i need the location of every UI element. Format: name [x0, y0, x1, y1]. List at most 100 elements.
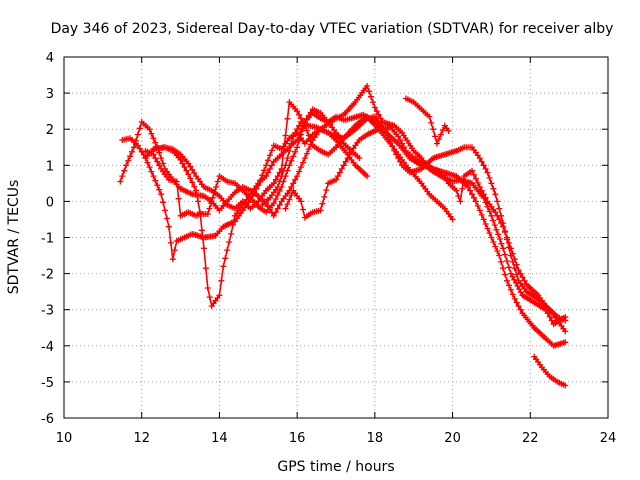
data-point [294, 108, 301, 115]
data-point [261, 167, 268, 174]
data-point [282, 162, 289, 169]
data-point [272, 209, 279, 216]
data-point [156, 186, 163, 193]
data-point [136, 125, 143, 132]
data-point [193, 187, 200, 194]
data-point [294, 144, 301, 151]
y-tick-label: -4 [41, 340, 54, 355]
data-point [204, 285, 211, 291]
data-point [478, 211, 485, 218]
data-point [491, 222, 498, 229]
data-point [150, 173, 157, 180]
series-track-7 [282, 124, 569, 324]
data-point [292, 148, 299, 155]
data-point [500, 265, 507, 272]
data-point [181, 164, 188, 171]
data-point [395, 133, 402, 140]
data-point [521, 277, 528, 284]
data-point [445, 128, 452, 135]
data-point [490, 185, 497, 192]
data-point [562, 339, 569, 346]
data-point [496, 216, 503, 223]
data-point [498, 220, 505, 227]
data-point [288, 192, 295, 199]
data-point [480, 162, 487, 169]
data-point [187, 163, 194, 170]
data-point [323, 187, 330, 194]
x-tick-label: 14 [211, 431, 228, 446]
data-point [123, 162, 130, 169]
data-point [220, 263, 227, 270]
data-point [496, 205, 503, 212]
data-point [317, 207, 324, 214]
x-tick-label: 10 [56, 431, 73, 446]
data-point [515, 303, 522, 310]
x-tick-label: 22 [522, 431, 539, 446]
data-point [340, 162, 347, 169]
data-point [183, 167, 190, 174]
data-point [486, 208, 493, 215]
data-point [513, 261, 520, 268]
data-point [272, 176, 279, 183]
data-point [288, 184, 295, 190]
data-point [492, 243, 499, 250]
data-point [224, 247, 231, 254]
data-point [457, 198, 464, 205]
data-point [179, 160, 186, 167]
data-point [375, 111, 382, 118]
data-point [496, 236, 503, 242]
data-point [218, 277, 225, 284]
data-point [346, 151, 353, 158]
data-point [148, 168, 155, 175]
data-point [511, 256, 518, 263]
data-point [482, 194, 489, 201]
data-point [189, 179, 196, 186]
data-point [298, 164, 304, 171]
data-point [276, 188, 283, 194]
data-point [206, 205, 213, 212]
data-point [519, 274, 526, 281]
data-point [492, 209, 499, 216]
y-tick-labels: -6 -5 -4 -3 -2 -1 0 1 2 3 4 [41, 51, 54, 427]
data-point [426, 113, 433, 120]
data-point [502, 229, 508, 236]
data-point [562, 328, 569, 335]
data-point [430, 126, 437, 133]
data-point [189, 166, 196, 173]
data-point [480, 191, 487, 198]
data-point [490, 239, 497, 245]
data-point [164, 215, 170, 222]
y-tick-label: -6 [41, 412, 54, 427]
data-point [185, 171, 192, 178]
data-point [439, 127, 446, 134]
series-track-9 [531, 353, 569, 389]
data-point [284, 115, 291, 122]
data-point [465, 184, 472, 190]
y-tick-label: -1 [41, 232, 54, 247]
data-point [513, 299, 520, 306]
data-point [298, 131, 304, 138]
data-point [500, 245, 507, 252]
x-tick-label: 12 [133, 431, 150, 446]
data-point [486, 174, 493, 181]
data-point [288, 140, 295, 147]
chart-title: Day 346 of 2023, Sidereal Day-to-day VTE… [51, 21, 614, 37]
data-point [301, 155, 308, 162]
data-point [274, 184, 281, 190]
data-point [156, 149, 163, 156]
data-point [338, 165, 345, 172]
data-point [344, 155, 351, 162]
data-point [282, 205, 289, 212]
data-point [294, 173, 301, 180]
data-point [472, 198, 479, 205]
data-series [117, 82, 569, 389]
data-point [276, 202, 283, 208]
data-point [167, 239, 174, 246]
data-point [300, 159, 306, 166]
data-point [336, 169, 343, 176]
data-point [175, 195, 182, 202]
data-point [140, 151, 147, 158]
data-point [265, 169, 271, 176]
data-point [476, 184, 483, 190]
